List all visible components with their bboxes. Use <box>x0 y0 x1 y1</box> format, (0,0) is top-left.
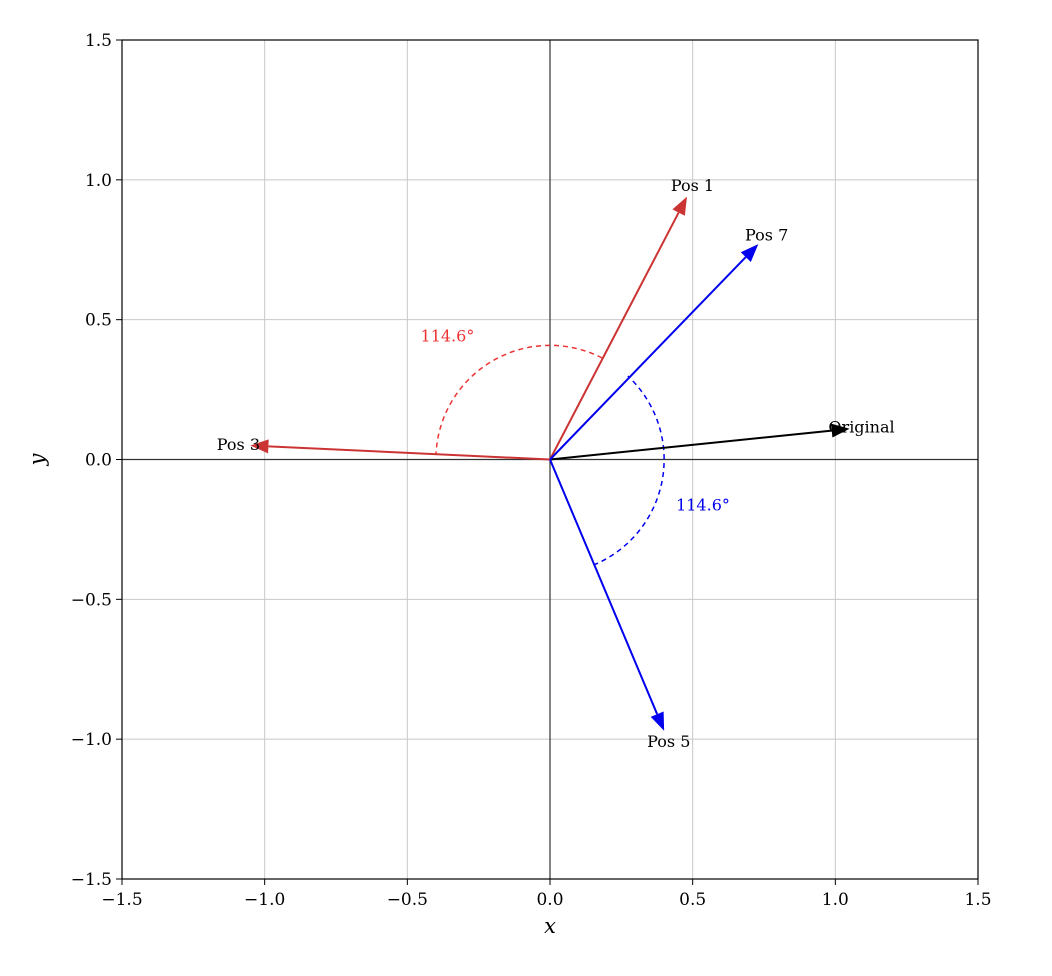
vector-label: Pos 7 <box>745 226 788 245</box>
x-tick-label: 0.5 <box>679 890 706 910</box>
vector-label: Pos 1 <box>671 176 714 195</box>
vector-label: Original <box>828 418 894 437</box>
angle-arcs: 114.6° 114.6° <box>421 327 730 566</box>
y-tick-label: 1.5 <box>85 31 112 51</box>
x-tick-label: 1.0 <box>822 890 849 910</box>
vector-arrowhead <box>650 711 665 731</box>
ticks: −1.5 −1.0 −0.5 0.0 0.5 1.0 1.5 −1.5 −1.0 −0.5 0.0 0… <box>71 31 992 910</box>
angle-label: 114.6° <box>421 327 475 346</box>
angle-arc <box>435 344 603 455</box>
x-tick-label: −1.5 <box>101 890 142 910</box>
y-tick-label: −1.0 <box>71 730 112 750</box>
angle-label: 114.6° <box>676 495 730 514</box>
vector-pos-3 <box>268 445 551 461</box>
vector-pos-7 <box>549 256 747 461</box>
x-tick-label: 1.5 <box>964 890 991 910</box>
y-axis-label: y <box>25 452 49 466</box>
x-tick-label: 0.0 <box>536 890 563 910</box>
y-tick-label: −1.5 <box>71 870 112 890</box>
y-tick-label: 1.0 <box>85 171 112 191</box>
vector-pos-5 <box>549 459 659 715</box>
vector-label: Pos 5 <box>647 732 690 751</box>
vectors <box>250 196 850 731</box>
vector-pos-1 <box>549 212 680 460</box>
y-tick-label: 0.5 <box>85 311 112 331</box>
vector-original <box>549 429 832 461</box>
x-axis-label: x <box>544 914 556 938</box>
x-tick-label: −0.5 <box>387 890 428 910</box>
vector-label: Pos 3 <box>217 435 260 454</box>
labels: Original Pos 1 Pos 3 Pos 5 Pos 7 <box>217 176 895 751</box>
vector-arrowhead <box>250 439 269 454</box>
y-tick-label: 0.0 <box>85 451 112 471</box>
y-tick-label: −0.5 <box>71 590 112 610</box>
vector-arrowhead <box>672 196 687 216</box>
x-tick-label: −1.0 <box>244 890 285 910</box>
vector-arrowhead <box>740 244 759 262</box>
vector-arrowhead <box>830 423 850 438</box>
